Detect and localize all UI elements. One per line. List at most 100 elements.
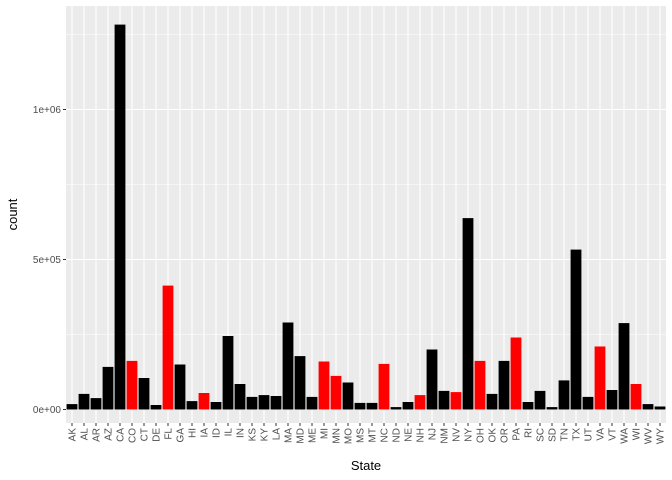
x-tick-label: OR [500,428,511,443]
bar-mo [342,382,354,410]
bar-ct [138,378,150,410]
bar-ga [174,364,186,410]
x-tick-label: KY [260,428,271,442]
bar-nd [390,407,402,410]
x-tick-label: MD [296,428,307,444]
x-tick-label: RI [524,428,535,438]
x-tick-label: MT [368,428,379,442]
bar-wy [654,406,666,410]
bar-tn [558,380,570,410]
x-tick-label: ND [392,428,403,442]
bar-ms [354,402,366,410]
bar-mt [366,402,378,410]
x-tick-label: IN [236,428,247,438]
x-tick-label: GA [176,428,187,443]
bar-de [150,405,162,410]
x-tick-label: NJ [428,428,439,440]
bar-id [210,402,222,410]
x-tick-label: UT [584,428,595,441]
bar-ri [522,402,534,410]
bars [66,24,666,410]
bar-or [498,360,510,410]
bar-ne [402,402,414,410]
x-tick-label: IL [224,428,235,437]
bar-ak [66,404,78,410]
x-tick-label: KS [248,428,259,442]
bar-az [102,366,114,410]
bar-hi [186,401,198,410]
y-axis-ticks: 0e+00 5e+05 1e+06 [33,105,66,416]
bar-ks [246,396,258,410]
bar-oh [474,360,486,410]
x-tick-label: PA [512,428,523,441]
bar-fl [162,285,174,410]
x-tick-label: AZ [104,428,115,441]
bar-nj [426,349,438,410]
x-tick-label: MS [356,428,367,443]
bar-wi [630,384,642,410]
x-tick-label: MI [320,428,331,439]
bar-me [306,396,318,410]
x-tick-label: CA [116,428,127,442]
x-tick-label: AK [68,428,79,442]
x-tick-label: NC [380,428,391,442]
y-tick-label: 0e+00 [33,405,62,416]
x-tick-label: SD [548,428,559,442]
x-axis-ticks: AK AL AR AZ CA CO CT DE FL GA HI IA ID IL IN KS KY LA MA MD… [68,423,667,444]
x-tick-label: MN [332,428,343,444]
x-tick-label: WA [620,428,631,444]
x-tick-label: OH [476,428,487,443]
x-tick-label: CO [128,428,139,443]
bar-mi [318,361,330,410]
x-tick-label: HI [188,428,199,438]
bar-al [78,393,90,410]
x-tick-label: OK [488,428,499,443]
bar-wv [642,404,654,410]
bar-in [234,384,246,410]
bar-ut [582,396,594,410]
y-tick-label: 5e+05 [33,255,62,266]
x-tick-label: TX [572,428,583,441]
bar-ok [486,393,498,410]
bar-wa [618,323,630,410]
x-tick-label: ID [212,428,223,438]
x-tick-label: NE [404,428,415,442]
bar-la [270,396,282,410]
x-tick-label: CT [140,428,151,441]
bar-nc [378,363,390,410]
x-tick-label: NV [452,428,463,442]
bar-md [294,356,306,410]
y-axis-title: count [5,198,20,230]
x-tick-label: MO [344,428,355,444]
bar-vt [606,390,618,410]
x-tick-label: WI [632,428,643,440]
x-tick-label: AL [80,428,91,441]
x-tick-label: WV [644,428,655,444]
bar-ar [90,398,102,410]
bar-tx [570,249,582,410]
x-tick-label: MA [284,428,295,443]
x-axis-title: State [351,458,381,473]
bar-mn [330,375,342,410]
x-tick-label: FL [164,428,175,440]
bar-ia [198,393,210,410]
x-tick-label: AR [92,428,103,442]
x-tick-label: DE [152,428,163,442]
bar-nh [414,395,426,410]
bar-va [594,346,606,410]
bar-ca [114,24,126,410]
bar-sc [534,390,546,410]
bar-il [222,336,234,410]
x-tick-label: TN [560,428,571,441]
x-tick-label: WY [656,428,667,444]
x-tick-label: ME [308,428,319,443]
bar-pa [510,337,522,410]
x-tick-label: VA [596,428,607,441]
bar-ma [282,322,294,410]
x-tick-label: NY [464,428,475,442]
bar-co [126,360,138,410]
x-tick-label: LA [272,428,283,441]
x-tick-label: VT [608,428,619,441]
